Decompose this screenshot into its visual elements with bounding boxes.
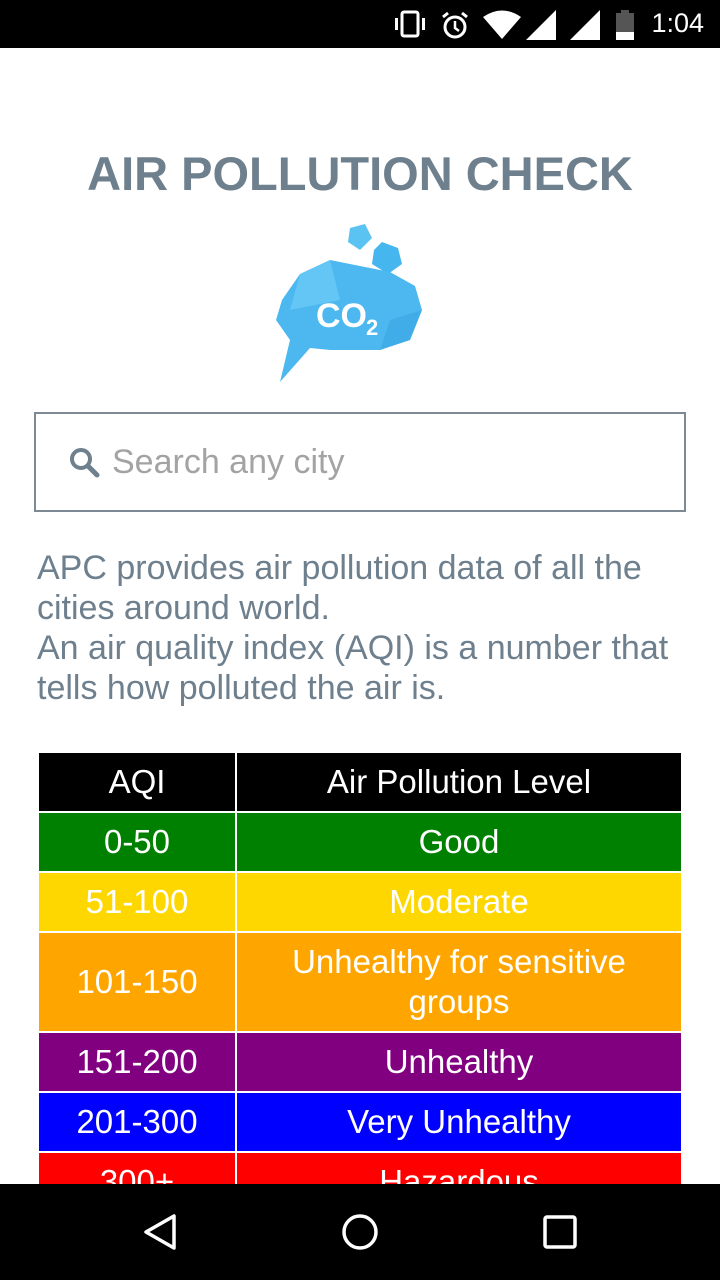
co2-cloud-logo: CO 2 <box>276 224 422 382</box>
table-row: 0-50 Good <box>37 811 683 873</box>
aqi-range: 201-300 <box>37 1091 237 1153</box>
wifi-icon <box>483 10 521 39</box>
battery-icon <box>616 10 634 40</box>
aqi-range: 101-150 <box>37 931 237 1033</box>
table-row: 101-150 Unhealthy for sensitive groups <box>37 931 683 1033</box>
table-row: 51-100 Moderate <box>37 871 683 933</box>
status-bar: 1:04 <box>0 0 720 48</box>
description-line: APC provides air pollution data of all t… <box>37 549 642 627</box>
pollution-level: Very Unhealthy <box>235 1091 683 1153</box>
table-row: 151-200 Unhealthy <box>37 1031 683 1093</box>
aqi-range: 0-50 <box>37 811 237 873</box>
back-icon[interactable] <box>140 1212 180 1252</box>
page-title: AIR POLLUTION CHECK <box>87 147 633 200</box>
description: APC provides air pollution data of all t… <box>37 548 697 708</box>
alarm-icon <box>442 11 468 39</box>
signal-icon <box>570 10 600 40</box>
svg-text:2: 2 <box>366 315 378 340</box>
home-icon[interactable] <box>340 1212 380 1252</box>
pollution-level: Unhealthy for sensitive groups <box>235 931 683 1033</box>
clock: 1:04 <box>651 8 704 38</box>
search-input[interactable] <box>112 442 652 482</box>
navigation-bar <box>0 1184 720 1280</box>
pollution-level: Moderate <box>235 871 683 933</box>
aqi-range: 51-100 <box>37 871 237 933</box>
vibrate-icon <box>395 10 425 38</box>
table-header: AQI Air Pollution Level <box>37 751 683 813</box>
search-icon <box>70 448 100 478</box>
header-level: Air Pollution Level <box>235 751 683 813</box>
pollution-level: Good <box>235 811 683 873</box>
svg-text:CO: CO <box>316 297 367 335</box>
aqi-table: AQI Air Pollution Level 0-50 Good 51-100 Mo… <box>37 751 683 1213</box>
city-search-box[interactable] <box>34 412 686 512</box>
signal-icon <box>526 10 556 40</box>
description-line: An air quality index (AQI) is a number t… <box>37 629 669 707</box>
table-row: 201-300 Very Unhealthy <box>37 1091 683 1153</box>
recents-icon[interactable] <box>542 1214 578 1250</box>
pollution-level: Unhealthy <box>235 1031 683 1093</box>
header-aqi: AQI <box>37 751 237 813</box>
aqi-range: 151-200 <box>37 1031 237 1093</box>
